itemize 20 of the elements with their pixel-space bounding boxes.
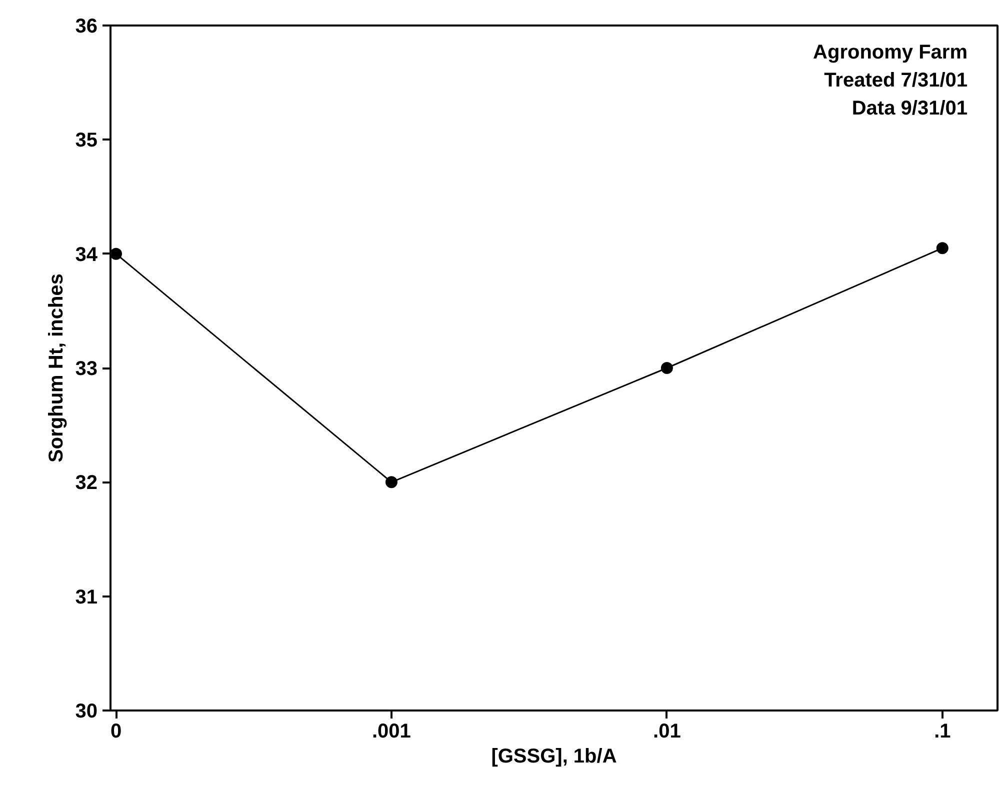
annotation: Data 9/31/01 bbox=[852, 98, 968, 120]
x-axis-title: [GSSG], 1b/A bbox=[491, 746, 617, 768]
x-tick-label: 0 bbox=[110, 720, 122, 742]
annotation: Treated 7/31/01 bbox=[824, 70, 968, 92]
point bbox=[936, 242, 948, 254]
y-tick-label: 34 bbox=[75, 244, 98, 266]
point bbox=[660, 362, 673, 374]
y-axis-title: Sorghum Ht, inches bbox=[45, 274, 68, 462]
y-tick-label: 32 bbox=[75, 472, 98, 494]
x-tick-label: .001 bbox=[372, 720, 411, 742]
x-tick-label: .1 bbox=[934, 720, 951, 742]
x-tick-label: .01 bbox=[653, 720, 681, 742]
y-tick-label: 30 bbox=[75, 700, 98, 722]
annotation: Agronomy Farm bbox=[813, 42, 968, 64]
y-tick-label: 31 bbox=[75, 586, 98, 608]
point bbox=[110, 248, 122, 260]
y-tick-label: 33 bbox=[75, 358, 98, 380]
y-tick-label: 35 bbox=[75, 130, 98, 152]
point bbox=[385, 476, 398, 488]
y-tick-label: 36 bbox=[75, 16, 98, 38]
